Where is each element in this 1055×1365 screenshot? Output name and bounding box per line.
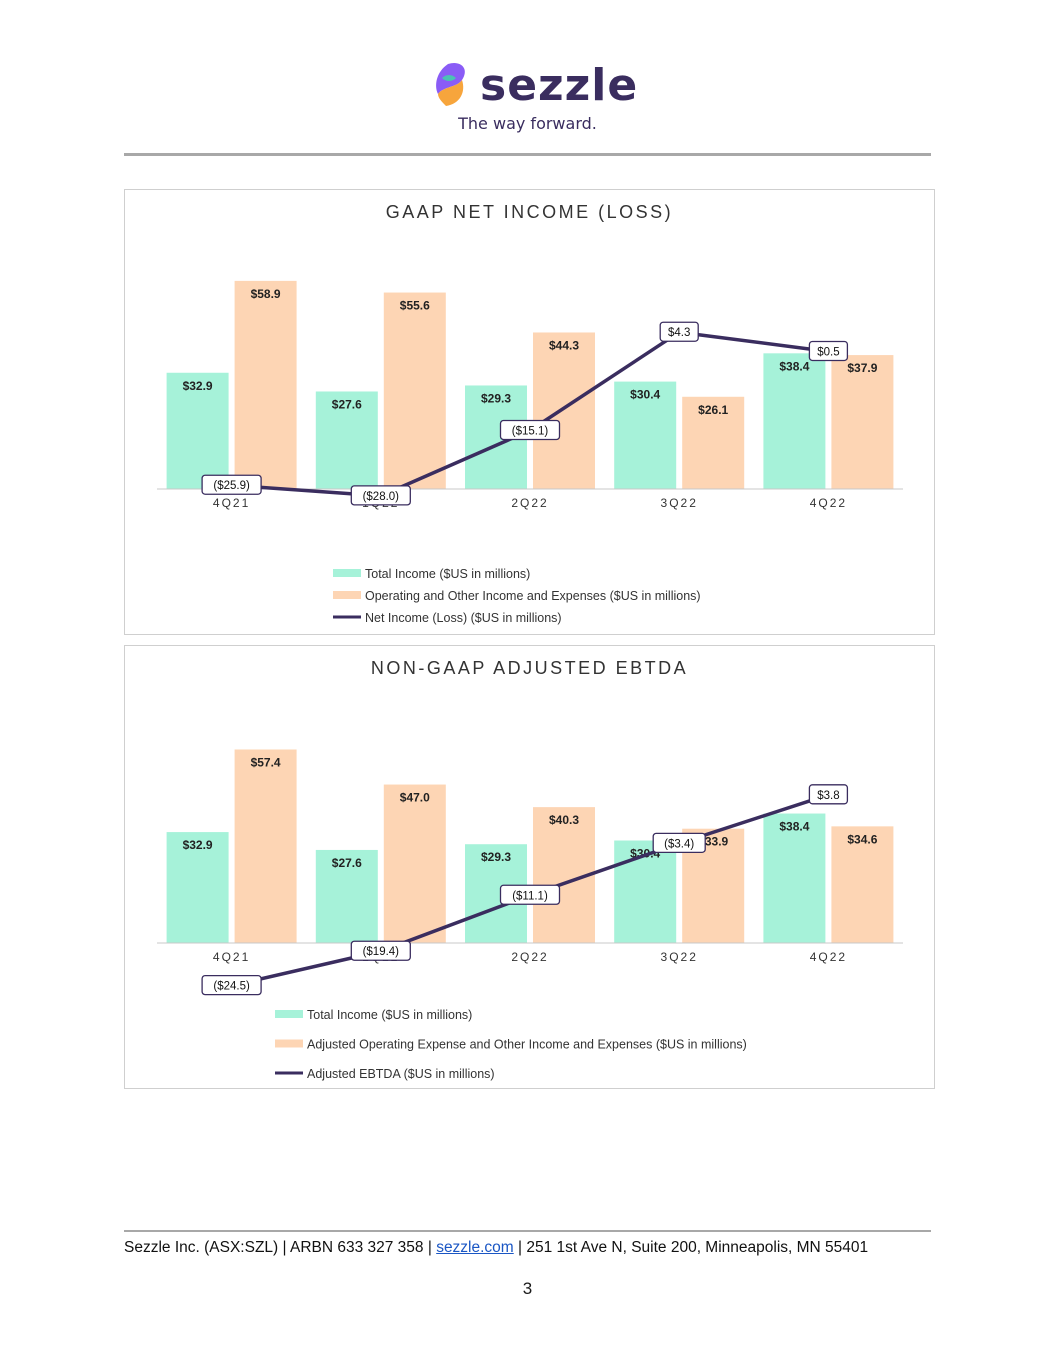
income-bar	[614, 840, 677, 943]
expense-data-label: $44.3	[549, 338, 579, 352]
expense-bar	[234, 280, 297, 489]
footer-divider	[124, 1230, 931, 1232]
income-data-label: $38.4	[779, 820, 809, 834]
x-tick-label: 2Q22	[511, 496, 548, 510]
expense-bar	[533, 332, 595, 489]
legend-label: Operating and Other Income and Expenses …	[365, 589, 701, 603]
line-data-label-box	[350, 485, 411, 506]
expense-bar	[234, 749, 297, 943]
legend-label: Net Income (Loss) ($US in millions)	[365, 611, 562, 625]
income-data-label: $30.4	[630, 388, 660, 402]
income-data-label: $27.6	[332, 397, 362, 411]
x-tick-label: 3Q22	[661, 496, 698, 510]
ebtda-chart-panel: NON-GAAP ADJUSTED EBTDA $32.9 $57.4 4Q21 $27…	[124, 645, 935, 1089]
x-tick-label: 4Q22	[810, 496, 847, 510]
income-bar	[166, 832, 229, 943]
expense-data-label: $37.9	[847, 361, 877, 375]
expense-bar	[383, 292, 446, 489]
expense-bar	[383, 784, 446, 943]
line-data-label: $3.8	[817, 790, 839, 802]
legend-swatch	[333, 591, 361, 599]
line-data-label: $0.5	[817, 346, 839, 358]
x-tick-label: 4Q21	[213, 496, 250, 510]
expense-data-label: $55.6	[400, 299, 430, 313]
income-bar	[614, 381, 677, 489]
line-data-label-box	[201, 974, 262, 996]
tagline: The way forward.	[458, 114, 597, 133]
footer-prefix: Sezzle Inc. (ASX:SZL) | ARBN 633 327 358…	[124, 1239, 437, 1256]
x-tick-label: 4Q22	[810, 950, 847, 964]
line-data-label: $4.3	[668, 327, 690, 339]
income-data-label: $29.3	[481, 850, 511, 864]
footer: Sezzle Inc. (ASX:SZL) | ARBN 633 327 358…	[124, 1239, 931, 1257]
line-data-label-box	[201, 474, 262, 495]
income-data-label: $29.3	[481, 391, 511, 405]
ebtda-chart: NON-GAAP ADJUSTED EBTDA $32.9 $57.4 4Q21 $27…	[157, 658, 903, 1081]
legend-label: Total Income ($US in millions)	[365, 567, 530, 581]
website-link[interactable]: sezzle.com	[436, 1239, 514, 1256]
line-data-label-box	[499, 419, 561, 441]
legend-swatch	[275, 1039, 303, 1048]
expense-data-label: $57.4	[251, 755, 281, 769]
chart-title: GAAP NET INCOME (LOSS)	[386, 202, 673, 222]
gaap-chart: GAAP NET INCOME (LOSS) $32.9 $58.9 4Q21 $27.…	[157, 202, 903, 625]
income-data-label: $32.9	[183, 379, 213, 393]
gaap-chart-panel: GAAP NET INCOME (LOSS) $32.9 $58.9 4Q21 $27.…	[124, 189, 935, 635]
line-data-label: ($11.1)	[512, 890, 548, 902]
logo-text: sezzle	[480, 60, 639, 111]
sezzle-logo-icon	[436, 62, 465, 106]
income-data-label: $38.4	[779, 359, 809, 373]
expense-data-label: $26.1	[698, 403, 728, 417]
footer-suffix: | 251 1st Ave N, Suite 200, Minneapolis,…	[513, 1239, 869, 1256]
line-data-label-box	[808, 784, 849, 805]
income-data-label: $32.9	[183, 838, 213, 852]
expense-bar	[831, 826, 894, 943]
income-bar	[315, 849, 378, 943]
expense-data-label: $58.9	[251, 287, 281, 301]
page-number: 3	[522, 1279, 533, 1298]
expense-data-label: $34.6	[847, 832, 877, 846]
legend-label: Adjusted EBTDA ($US in millions)	[307, 1067, 495, 1081]
legend-label: Adjusted Operating Expense and Other Inc…	[307, 1038, 747, 1052]
line-data-label: ($19.4)	[363, 946, 400, 958]
line-data-label: ($3.4)	[664, 838, 694, 850]
header-divider	[124, 153, 931, 156]
expense-data-label: $40.3	[549, 813, 579, 827]
line-data-label: ($24.5)	[213, 981, 250, 993]
legend-label: Total Income ($US in millions)	[307, 1008, 472, 1022]
x-tick-label: 4Q21	[213, 950, 250, 964]
line-data-label-box	[350, 940, 411, 961]
income-bar	[315, 391, 378, 489]
chart-title: NON-GAAP ADJUSTED EBTDA	[371, 658, 688, 678]
line-data-label-box	[652, 832, 706, 854]
expense-bar	[831, 355, 894, 489]
line-data-label-box	[499, 884, 561, 905]
income-bar	[763, 813, 826, 943]
legend-swatch	[275, 1010, 303, 1018]
income-bar	[763, 353, 826, 489]
expense-bar	[682, 396, 745, 489]
sezzle-logo: sezzle	[430, 58, 637, 114]
line-data-label-box	[808, 340, 849, 362]
income-data-label: $27.6	[332, 856, 362, 870]
expense-data-label: $47.0	[400, 791, 430, 805]
x-tick-label: 2Q22	[511, 950, 548, 964]
income-bar	[166, 372, 229, 489]
line-data-label: ($25.9)	[213, 480, 250, 492]
x-tick-label: 3Q22	[661, 950, 698, 964]
line-data-label-box	[659, 321, 699, 342]
line-data-label: ($28.0)	[363, 491, 400, 503]
line-data-label: ($15.1)	[512, 426, 549, 438]
legend-swatch	[333, 569, 361, 577]
